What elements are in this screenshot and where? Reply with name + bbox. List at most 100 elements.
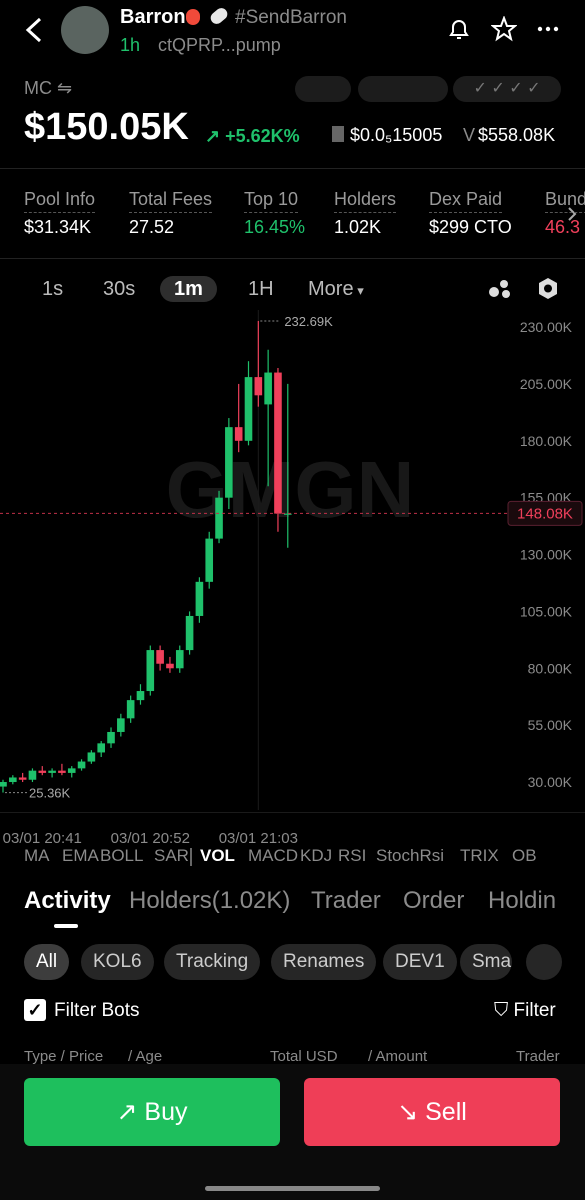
y-tick-label: 205.00K [520,376,573,392]
tab[interactable]: Activity [24,887,111,914]
candle-body [244,377,253,441]
stat-value: 1.02K [334,217,382,237]
mc-label: MC ⇋ [24,78,73,98]
candle-body [185,615,194,651]
indicator[interactable]: OB [512,846,537,865]
candle-body [77,761,86,769]
filter-settings[interactable] [526,944,562,980]
filter-chip[interactable]: Tracking [164,944,261,980]
token-name: Barron [120,6,186,28]
scroll-arrow[interactable] [566,206,578,222]
stat-value: 46.3 [545,217,581,237]
tab[interactable]: Holdin [488,887,557,914]
y-tick-label: 30.00K [528,774,573,790]
dropdown-arrow: ▾ [353,283,364,298]
indicator[interactable]: VOL [200,846,235,865]
token-tag: #SendBarron [235,7,347,28]
divider [0,812,585,813]
checkbox[interactable]: ✓ [24,999,46,1021]
filter-chip[interactable]: Renames [271,944,377,980]
indicator[interactable]: BOLL [100,846,144,865]
candle-body [146,650,155,692]
tab[interactable]: Order [403,887,465,914]
settings-icon[interactable] [536,276,560,302]
indicator[interactable]: RSI [338,846,367,865]
candle-body [126,700,135,719]
candle-body [156,650,164,664]
stat-label[interactable]: Holders [334,189,397,213]
col-type: Type / Price [24,1048,104,1065]
stat-value: $299 CTO [429,217,512,237]
y-tick-label: 80.00K [528,660,573,676]
back-button[interactable] [22,16,46,44]
filter-button[interactable]: ⛉ Filter [494,1000,556,1021]
stat-label[interactable]: Pool Info [24,189,96,213]
bell-icon[interactable] [446,16,472,42]
indicator[interactable]: SAR [154,846,189,865]
mc-change-text: +5.62K% [225,126,300,146]
timeframe[interactable]: 1s [42,278,64,300]
col-age: / Age [128,1048,163,1065]
timeframe[interactable]: 1H [248,278,274,300]
indicator[interactable]: TRIX [460,846,499,865]
fire-icon [186,9,200,25]
candle-body [58,770,66,773]
candle-body [87,752,96,762]
filter-chip[interactable]: Sma [460,944,512,980]
y-tick-label: 230.00K [520,319,573,335]
candle-body [107,731,115,744]
audit-icons[interactable] [358,76,448,102]
candle-body [195,581,204,616]
filter-chip[interactable]: All [24,944,70,980]
y-tick-label: 55.00K [528,717,573,733]
candle-body [264,372,272,405]
token-age: 1h [120,35,141,55]
indicator[interactable]: KDJ [300,846,333,865]
filter-text: Filter [513,1000,556,1021]
indicator[interactable]: MA [24,846,50,865]
dots-icon[interactable] [486,276,514,300]
indicator[interactable]: MACD [248,846,299,865]
separator [190,848,192,866]
candle-body [18,777,27,780]
star-icon[interactable] [491,16,517,42]
stat-label[interactable]: Total Fees [129,189,213,213]
price: $0.0₅15005 [350,125,443,145]
candle-body [67,768,76,773]
stat-label[interactable]: Top 10 [244,189,299,213]
tab[interactable]: Holders(1.02K) [129,887,291,914]
candle-body [166,663,174,669]
buy-button[interactable]: ↗ Buy [24,1078,280,1146]
x-tick-label: 03/01 20:52 [110,830,190,847]
pill-icon [208,5,230,27]
timeframe[interactable]: More ▾ [308,278,364,300]
indicator[interactable]: StochRsi [376,846,445,865]
social-icons[interactable] [295,76,351,102]
sell-button[interactable]: ↘ Sell [304,1078,560,1146]
buy-text: Buy [144,1098,188,1126]
candle-body [38,770,47,773]
tab[interactable]: Trader [311,887,381,914]
mc-change: ↗ +5.62K% [205,126,300,146]
stat-label[interactable]: Bund [545,189,585,213]
avatar[interactable] [61,6,109,54]
candle-body [0,782,7,787]
more-icon[interactable] [536,24,562,34]
col-amount: / Amount [368,1048,428,1065]
y-tick-label: 180.00K [520,433,573,449]
timeframe[interactable]: 1m [160,276,217,302]
low-label: 25.36K [29,786,71,801]
indicator[interactable]: EMA [62,846,99,865]
filter-bots[interactable]: Filter Bots [54,1000,140,1021]
timeframe[interactable]: 30s [103,278,136,300]
check-icons: ✓ ✓ ✓ ✓ [453,76,561,102]
filter-chip[interactable]: DEV1 [383,944,457,980]
token-address[interactable]: ctQPRP...pump [158,35,281,55]
stat-label[interactable]: Dex Paid [429,189,503,213]
candle-body [254,377,263,396]
high-label: 232.69K [284,314,333,329]
x-tick-label: 03/01 20:41 [2,830,82,847]
filter-chip[interactable]: KOL6 [81,944,154,980]
candle-body [28,770,37,780]
current-price-box [507,500,583,526]
